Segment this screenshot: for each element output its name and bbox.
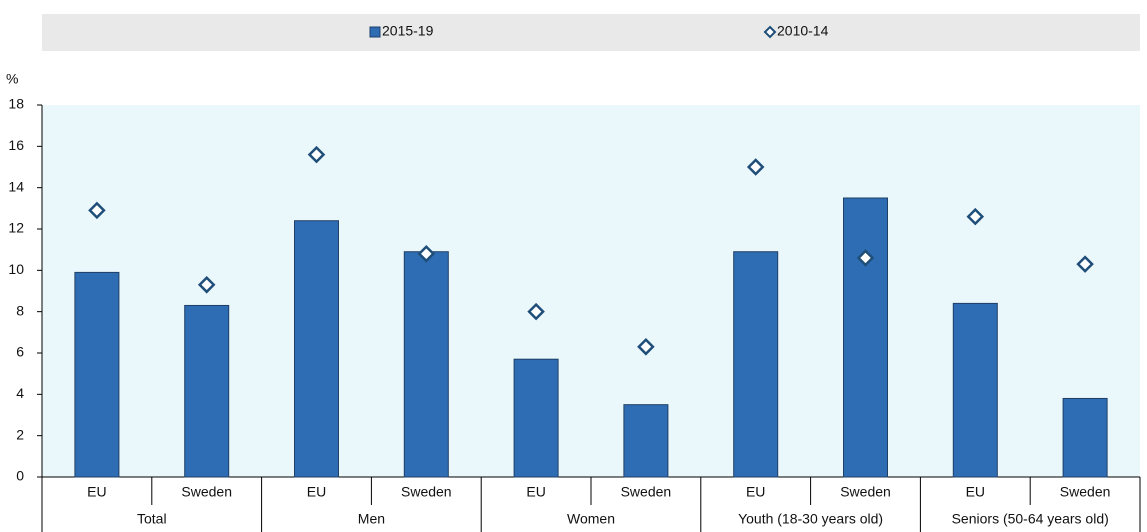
diamond-marker bbox=[1076, 255, 1094, 273]
y-tick-label: 6 bbox=[16, 344, 24, 360]
group-label: Youth (18-30 years old) bbox=[738, 511, 883, 527]
x-tick-label: EU bbox=[307, 484, 326, 500]
x-tick-label: EU bbox=[746, 484, 765, 500]
y-tick-label: 2 bbox=[16, 426, 24, 442]
diamond-marker bbox=[527, 302, 545, 321]
x-tick-label: Sweden bbox=[840, 484, 891, 500]
bar bbox=[294, 220, 339, 478]
diamond-marker bbox=[637, 338, 655, 356]
group-label: Men bbox=[358, 511, 385, 527]
group-label: Total bbox=[137, 511, 167, 527]
legend-swatch bbox=[763, 25, 777, 39]
x-tick-label: EU bbox=[526, 484, 545, 500]
x-tick-label: Sweden bbox=[181, 484, 232, 500]
bar bbox=[74, 271, 120, 478]
y-tick-label: 0 bbox=[16, 468, 24, 484]
diamond-marker bbox=[966, 207, 985, 226]
bar bbox=[1062, 397, 1108, 478]
diamond-marker bbox=[307, 145, 326, 164]
diamond-marker bbox=[417, 245, 436, 263]
x-tick-label: EU bbox=[87, 484, 106, 500]
y-tick-label: 16 bbox=[8, 137, 24, 153]
legend-band bbox=[42, 14, 1140, 51]
group-label: Women bbox=[567, 511, 615, 527]
bar bbox=[952, 302, 998, 478]
x-tick-label: EU bbox=[966, 484, 985, 500]
group-label: Seniors (50-64 years old) bbox=[952, 511, 1109, 527]
y-axis-label: % bbox=[6, 71, 18, 87]
x-tick-label: Sweden bbox=[621, 484, 672, 500]
y-tick-label: 4 bbox=[16, 385, 24, 401]
legend-label: 2015-19 bbox=[382, 23, 434, 39]
bar bbox=[513, 358, 559, 478]
bar bbox=[843, 197, 888, 478]
y-tick-label: 18 bbox=[8, 96, 24, 112]
diamond-marker bbox=[746, 158, 765, 176]
bar bbox=[623, 404, 669, 478]
legend-swatch bbox=[369, 26, 381, 38]
bar bbox=[403, 251, 449, 478]
x-tick-label: Sweden bbox=[1060, 484, 1111, 500]
bar bbox=[184, 304, 230, 478]
y-tick-label: 14 bbox=[8, 178, 24, 194]
x-tick-label: Sweden bbox=[401, 484, 452, 500]
y-tick-label: 8 bbox=[16, 302, 24, 318]
y-tick-label: 10 bbox=[8, 261, 24, 277]
legend-label: 2010-14 bbox=[777, 23, 829, 39]
bar bbox=[733, 251, 779, 478]
y-tick-label: 12 bbox=[8, 220, 24, 236]
diamond-marker bbox=[856, 249, 875, 267]
diamond-marker bbox=[88, 201, 106, 220]
diamond-marker bbox=[197, 276, 216, 294]
